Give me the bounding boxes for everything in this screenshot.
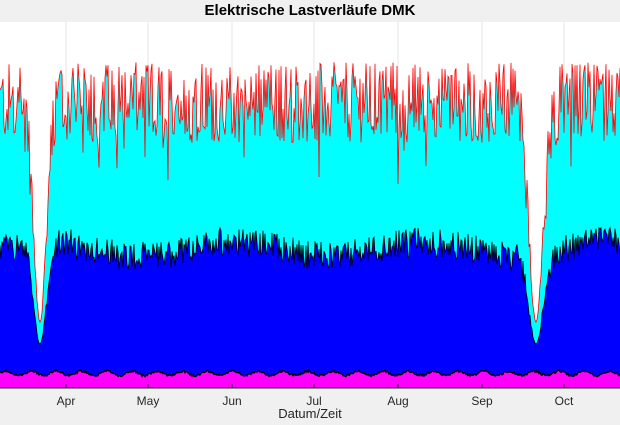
series-area-middle	[0, 227, 620, 388]
x-tick-label: Oct	[555, 394, 574, 408]
x-ticks: Apr May Jun Jul Aug Sep Oct	[57, 384, 574, 408]
x-tick-label: Jun	[222, 394, 241, 408]
x-axis-label: Datum/Zeit	[278, 406, 342, 421]
series-area-bottom	[0, 370, 620, 388]
chart-title: Elektrische Lastverläufe DMK	[204, 2, 416, 19]
x-tick-label: Sep	[471, 394, 493, 408]
series-trace-middle	[0, 226, 620, 345]
x-tick-label: May	[137, 394, 160, 408]
series-trace-bottom	[0, 368, 620, 378]
series-trace-top	[0, 62, 620, 324]
x-tick-label: Apr	[57, 394, 76, 408]
x-tick-label: Aug	[387, 394, 408, 408]
x-tick-label: Jul	[306, 394, 321, 408]
